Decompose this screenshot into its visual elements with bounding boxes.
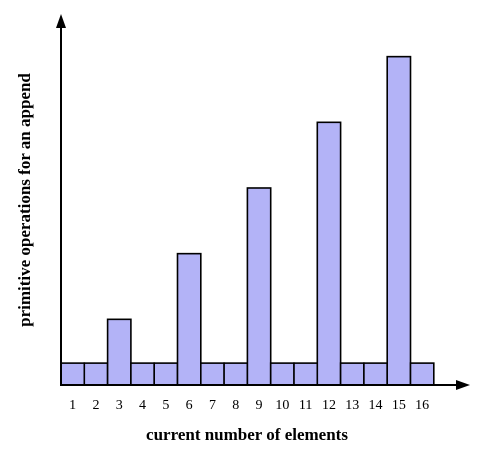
x-tick-label-1: 1 (69, 398, 76, 413)
bar-11 (293, 362, 319, 386)
bar-2 (83, 362, 109, 386)
y-axis-arrow-icon (56, 14, 66, 28)
bar-9 (246, 187, 272, 386)
bar-1 (60, 362, 86, 386)
x-axis-arrow-icon (456, 380, 470, 390)
bar-7 (200, 362, 225, 386)
bar-5 (153, 362, 179, 386)
x-tick-labels: 1 2 3 4 5 6 7 8 9 10 11 12 13 14 15 16 (69, 398, 429, 413)
x-tick-label-4: 4 (139, 398, 146, 413)
bar-15 (386, 55, 412, 386)
bar-16 (409, 362, 435, 386)
x-tick-label-8: 8 (232, 398, 239, 413)
bar-14 (363, 362, 388, 386)
x-axis-label: current number of elements (146, 425, 348, 444)
bar-13 (339, 362, 365, 386)
x-tick-label-16: 16 (415, 398, 429, 413)
x-tick-label-5: 5 (162, 398, 169, 413)
x-tick-label-10: 10 (275, 398, 289, 413)
x-tick-label-11: 11 (299, 398, 312, 413)
bar-8 (223, 362, 249, 386)
bar-4 (130, 362, 155, 386)
bar-3 (106, 318, 132, 386)
x-tick-label-2: 2 (92, 398, 99, 413)
bars-group (60, 55, 435, 386)
x-tick-label-6: 6 (186, 398, 193, 413)
x-tick-label-12: 12 (322, 398, 336, 413)
bar-12 (316, 121, 342, 386)
x-tick-label-7: 7 (209, 398, 216, 413)
x-tick-label-9: 9 (256, 398, 263, 413)
x-tick-label-13: 13 (345, 398, 359, 413)
x-tick-label-3: 3 (116, 398, 123, 413)
x-tick-label-14: 14 (369, 398, 383, 413)
bar-6 (176, 252, 202, 386)
x-tick-label-15: 15 (392, 398, 406, 413)
bar-10 (269, 362, 295, 386)
y-axis-label: primitive operations for an append (15, 73, 34, 327)
